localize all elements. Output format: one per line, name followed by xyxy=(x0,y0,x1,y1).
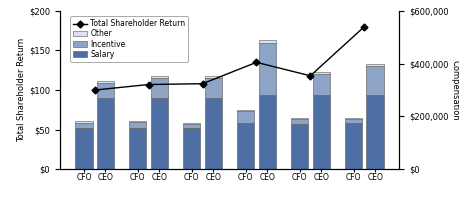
Bar xyxy=(205,78,222,98)
Bar xyxy=(345,118,362,119)
Bar xyxy=(366,95,384,169)
Bar xyxy=(183,128,201,169)
Bar xyxy=(345,123,362,169)
Bar xyxy=(75,128,93,169)
Bar xyxy=(75,121,93,123)
Bar xyxy=(151,98,168,169)
Bar xyxy=(151,76,168,78)
Bar xyxy=(258,43,276,95)
Bar xyxy=(151,78,168,98)
Bar xyxy=(258,95,276,169)
Bar xyxy=(237,110,254,111)
Y-axis label: Total Shareholder Return: Total Shareholder Return xyxy=(17,38,26,142)
Bar xyxy=(75,123,93,128)
Bar xyxy=(313,95,330,169)
Bar xyxy=(205,98,222,169)
Bar xyxy=(237,123,254,169)
Bar xyxy=(237,111,254,123)
Bar xyxy=(291,119,308,124)
Bar xyxy=(97,98,114,169)
Bar xyxy=(205,76,222,78)
Bar xyxy=(313,74,330,95)
Bar xyxy=(345,119,362,123)
Bar xyxy=(129,128,146,169)
Bar xyxy=(291,124,308,169)
Legend: Total Shareholder Return, Other, Incentive, Salary: Total Shareholder Return, Other, Incenti… xyxy=(70,16,188,62)
Bar xyxy=(97,81,114,84)
Bar xyxy=(129,122,146,128)
Bar xyxy=(366,64,384,66)
Bar xyxy=(258,40,276,43)
Bar xyxy=(366,66,384,95)
Bar xyxy=(97,84,114,98)
Bar xyxy=(291,118,308,119)
Y-axis label: Compensation: Compensation xyxy=(451,60,459,120)
Bar xyxy=(183,124,201,128)
Bar xyxy=(129,121,146,122)
Bar xyxy=(183,123,201,124)
Bar xyxy=(313,72,330,74)
